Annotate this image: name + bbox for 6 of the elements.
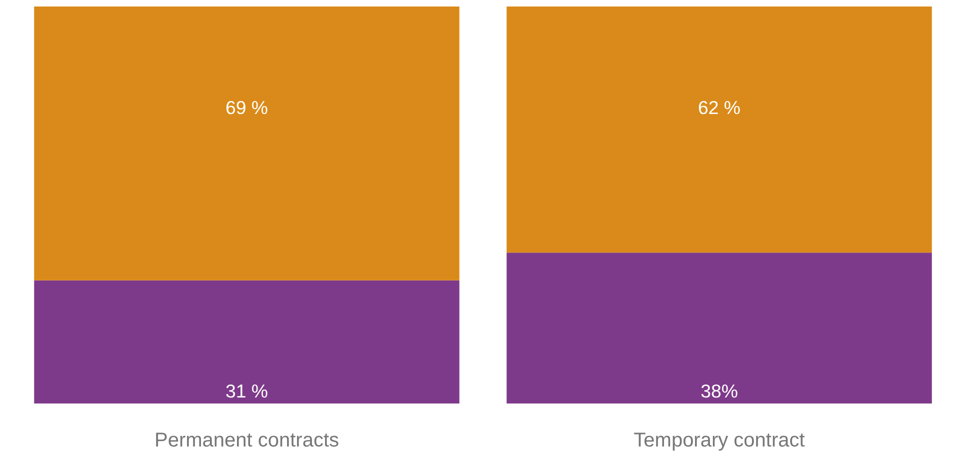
data-label: 69 % xyxy=(225,97,268,118)
x-tick-label: Permanent contracts xyxy=(154,430,340,452)
data-label: 38% xyxy=(700,380,738,402)
data-label: 31 % xyxy=(225,380,268,402)
x-tick-label: Temporary contract xyxy=(634,430,806,452)
data-label: 62 % xyxy=(698,97,741,118)
